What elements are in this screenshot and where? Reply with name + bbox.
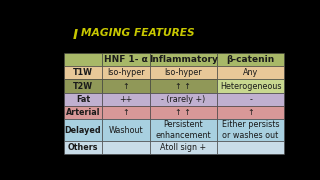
Bar xyxy=(150,79,217,93)
Text: ↑: ↑ xyxy=(123,108,129,117)
Text: T2W: T2W xyxy=(73,82,93,91)
Bar xyxy=(102,106,150,120)
Bar xyxy=(64,53,102,66)
Bar xyxy=(150,120,217,141)
Text: Either persists
or washes out: Either persists or washes out xyxy=(222,120,279,140)
Bar xyxy=(64,141,102,154)
Bar xyxy=(102,53,150,66)
Text: Any: Any xyxy=(243,68,258,77)
Text: Persistent
enhancement: Persistent enhancement xyxy=(156,120,211,140)
Bar xyxy=(217,53,284,66)
Bar xyxy=(64,93,102,106)
Bar xyxy=(217,79,284,93)
Bar xyxy=(150,106,217,120)
Bar xyxy=(217,141,284,154)
Bar xyxy=(102,120,150,141)
Text: -: - xyxy=(249,95,252,104)
Bar xyxy=(217,66,284,79)
Bar xyxy=(102,141,150,154)
Bar xyxy=(217,120,284,141)
Text: ↑: ↑ xyxy=(247,108,254,117)
Text: ↑ ↑: ↑ ↑ xyxy=(175,108,191,117)
Text: Iso-hyper: Iso-hyper xyxy=(164,68,202,77)
Bar xyxy=(150,53,217,66)
Bar xyxy=(64,66,102,79)
Text: I: I xyxy=(72,28,77,42)
Bar xyxy=(64,79,102,93)
Text: Others: Others xyxy=(68,143,98,152)
Bar xyxy=(64,106,102,120)
Bar xyxy=(150,141,217,154)
Text: T1W: T1W xyxy=(73,68,93,77)
Bar xyxy=(217,106,284,120)
Bar xyxy=(217,93,284,106)
Bar xyxy=(150,93,217,106)
Text: Fat: Fat xyxy=(76,95,90,104)
Text: - (rarely +): - (rarely +) xyxy=(161,95,205,104)
Bar xyxy=(150,66,217,79)
Text: ++: ++ xyxy=(119,95,132,104)
Text: HNF 1- α: HNF 1- α xyxy=(104,55,148,64)
Bar xyxy=(102,79,150,93)
Text: Atoll sign +: Atoll sign + xyxy=(160,143,206,152)
Text: ↑ ↑: ↑ ↑ xyxy=(175,82,191,91)
Bar xyxy=(102,93,150,106)
Bar xyxy=(102,66,150,79)
Text: Delayed: Delayed xyxy=(65,125,101,134)
Text: ↑: ↑ xyxy=(123,82,129,91)
Text: Iso-hyper: Iso-hyper xyxy=(107,68,145,77)
Text: Washout: Washout xyxy=(108,125,143,134)
Text: β-catenin: β-catenin xyxy=(227,55,275,64)
Text: Heterogeneous: Heterogeneous xyxy=(220,82,281,91)
Bar xyxy=(64,120,102,141)
Text: Arterial: Arterial xyxy=(66,108,100,117)
Text: MAGING FEATURES: MAGING FEATURES xyxy=(81,28,195,38)
Text: Inflammatory: Inflammatory xyxy=(149,55,218,64)
